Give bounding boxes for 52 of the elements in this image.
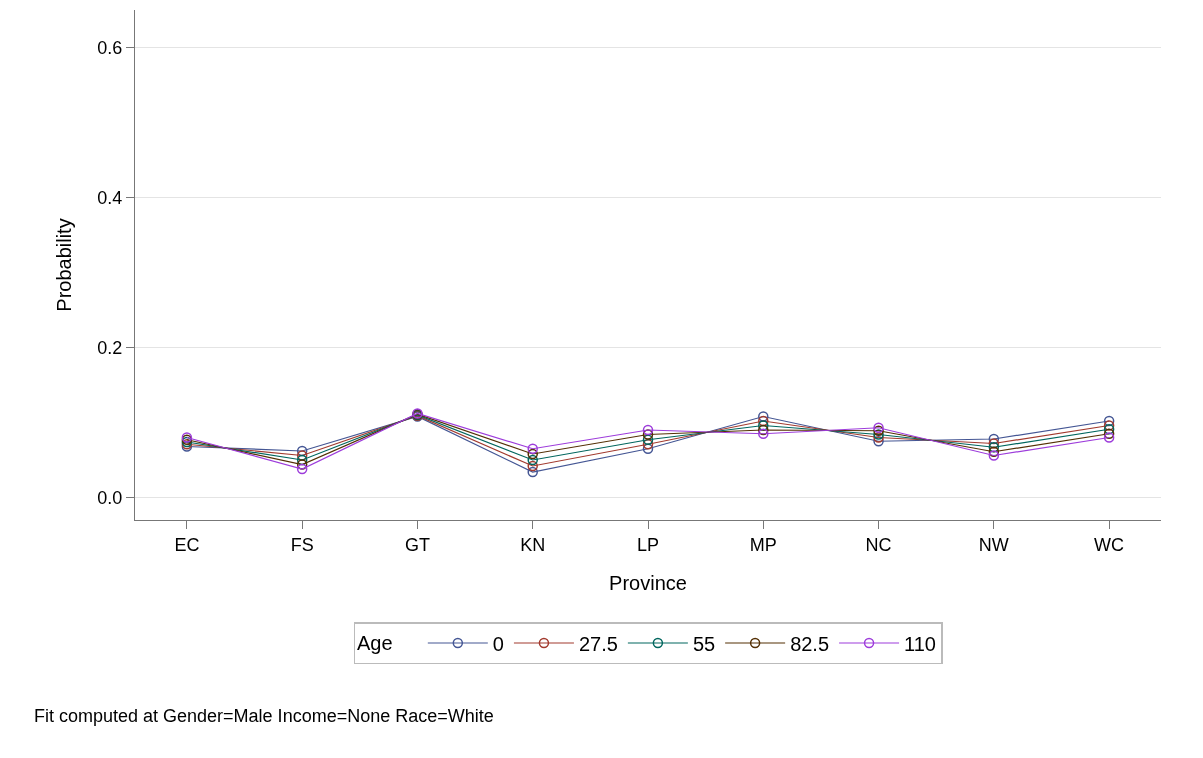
point [642,429,654,440]
point [527,448,538,460]
point [296,450,308,461]
legend-label: 82.5 [790,632,830,655]
point [1103,432,1115,443]
point [1103,428,1115,439]
x-tick-label: NW [978,534,1009,555]
point [988,433,1000,445]
legend-label: 55 [692,632,716,655]
point [642,424,654,436]
point [296,463,308,475]
point [296,445,308,457]
point [758,428,769,439]
x-tick-label: LP [636,534,660,555]
x-tick-label: WC [1094,534,1125,555]
legend-label: 110 [904,632,936,655]
legend-label: 0 [492,632,504,655]
point [527,454,538,466]
point [758,411,769,422]
point [988,438,1000,449]
point [642,434,654,445]
point [527,466,538,478]
y-tick-label: 0.2 [97,337,123,358]
point [1103,420,1115,431]
point [988,442,1000,453]
point [642,443,654,454]
point [642,439,654,450]
x-tick-label: MP [749,534,777,555]
y-axis-title: Probability [52,218,75,312]
point [758,420,769,431]
legend-label: 27.5 [578,632,618,655]
point [527,443,538,454]
x-tick-label: FS [290,534,314,555]
x-tick-label: KN [520,534,546,555]
text: Fit computed at Gender=Male Income=None Race=White [34,706,494,726]
point [758,415,769,427]
point [1103,415,1115,427]
x-tick-label: GT [404,534,430,555]
y-tick-label: 0.4 [97,187,123,208]
point [1103,424,1115,435]
point [988,450,1000,461]
y-tick-label: 0.6 [97,37,123,58]
point [758,424,769,436]
y-tick-label: 0.0 [97,487,123,508]
legend-title: Age [357,631,415,654]
point [527,460,538,472]
point [296,459,308,470]
x-tick-label: NC [865,534,892,555]
point [988,446,1000,457]
x-tick-label: EC [174,534,200,555]
x-axis-title: Province [609,572,687,595]
point [873,436,884,447]
